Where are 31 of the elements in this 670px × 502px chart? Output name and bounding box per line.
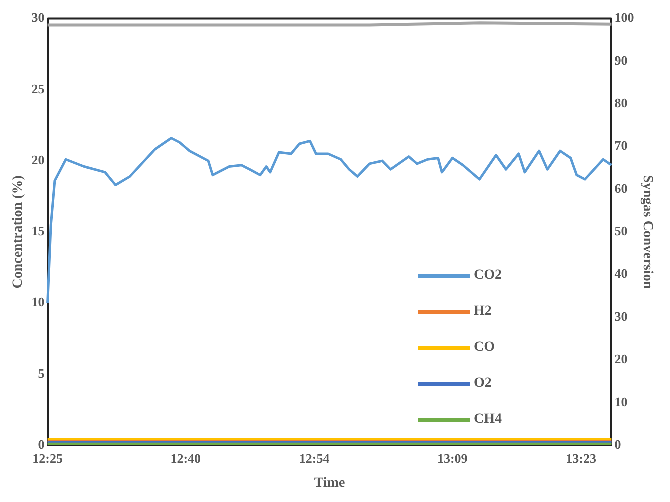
x-tick-label: 12:54 xyxy=(299,450,330,466)
y2-tick-label: 30 xyxy=(614,308,628,324)
y-tick-label: 5 xyxy=(38,366,46,381)
legend-label: O2 xyxy=(474,376,492,392)
x-tick-label: 13:23 xyxy=(566,450,597,466)
y2-tick-label: 70 xyxy=(614,138,628,154)
x-tick-label: 12:40 xyxy=(170,450,202,466)
y2-tick-label: 20 xyxy=(614,352,628,367)
y2-tick-label: 10 xyxy=(614,394,628,410)
x-tick-label: 13:09 xyxy=(437,450,468,466)
y-tick-label: 15 xyxy=(32,224,46,239)
y-tick-label: 25 xyxy=(32,81,46,96)
y2-axis-title: Syngas Conversion xyxy=(640,175,655,290)
y-tick-label: 10 xyxy=(32,294,45,310)
y2-tick-label: 0 xyxy=(614,436,622,452)
y2-tick-label: 40 xyxy=(614,266,628,282)
legend-label: H2 xyxy=(474,304,492,320)
x-tick-label: 12:25 xyxy=(32,450,64,466)
legend-label: CO2 xyxy=(474,268,502,284)
y-tick-label: 30 xyxy=(32,10,45,26)
x-axis-title: Time xyxy=(314,476,346,492)
y2-tick-label: 100 xyxy=(614,10,634,26)
y2-tick-label: 60 xyxy=(614,180,628,196)
y2-tick-label: 50 xyxy=(614,224,628,239)
y2-tick-label: 90 xyxy=(614,52,628,68)
legend-label: CO xyxy=(474,340,495,356)
y-tick-label: 0 xyxy=(38,436,45,452)
y-tick-label: 20 xyxy=(32,152,45,168)
y2-tick-label: 80 xyxy=(614,96,628,111)
legend-label: CH4 xyxy=(474,412,502,428)
y-axis-title: Concentration (%) xyxy=(11,175,26,289)
